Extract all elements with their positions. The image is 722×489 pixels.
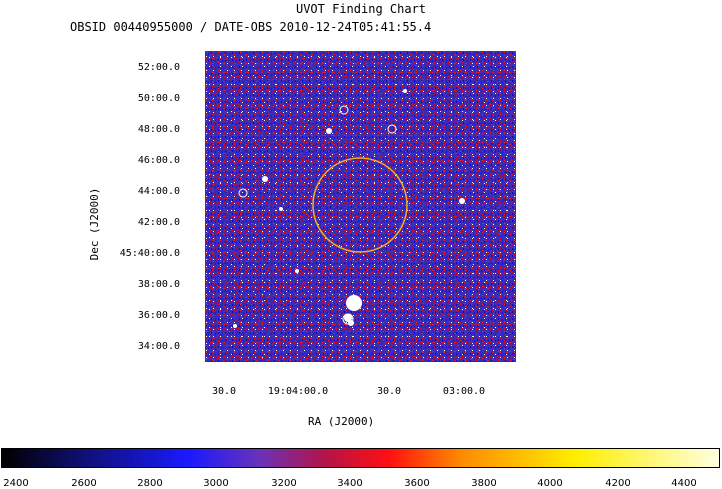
colorbar-label: 2400 bbox=[3, 478, 29, 489]
source-markers bbox=[238, 105, 397, 325]
ra-tick-label: 19:04:00.0 bbox=[267, 386, 329, 397]
colorbar-label: 4000 bbox=[537, 478, 563, 489]
dec-tick-label: 44:00.0 bbox=[137, 186, 180, 197]
colorbar-label: 3600 bbox=[404, 478, 430, 489]
colorbar-label: 2600 bbox=[71, 478, 97, 489]
ra-tick-label: 03:00.0 bbox=[442, 386, 486, 397]
colorbar-label: 3000 bbox=[203, 478, 229, 489]
colorbar-label: 4400 bbox=[671, 478, 697, 489]
dec-tick-label: 36:00.0 bbox=[137, 310, 180, 321]
colorbar-label: 4200 bbox=[605, 478, 631, 489]
colorbar-label: 3800 bbox=[471, 478, 497, 489]
ra-tick-label: 30.0 bbox=[376, 386, 402, 397]
ra-tick-label: 30.0 bbox=[211, 386, 237, 397]
dec-tick-label: 46:00.0 bbox=[137, 155, 180, 166]
sky-image bbox=[205, 51, 516, 362]
chart-title: UVOT Finding Chart bbox=[295, 2, 427, 16]
x-axis-label: RA (J2000) bbox=[308, 415, 375, 428]
noise-overlay bbox=[205, 51, 516, 362]
dec-tick-label: 45:40:00.0 bbox=[119, 248, 180, 259]
dec-tick-label: 52:00.0 bbox=[137, 62, 180, 73]
colorbar-label: 2800 bbox=[137, 478, 163, 489]
colorbar-label: 3400 bbox=[337, 478, 363, 489]
chart-subtitle: OBSID 00440955000 / DATE-OBS 2010-12-24T… bbox=[70, 20, 432, 34]
dec-tick-label: 42:00.0 bbox=[137, 217, 180, 228]
colorbar-label: 3200 bbox=[271, 478, 297, 489]
y-axis-label: Dec (J2000) bbox=[88, 187, 101, 261]
colorbar bbox=[1, 448, 720, 468]
dec-tick-label: 34:00.0 bbox=[137, 341, 180, 352]
dec-tick-label: 50:00.0 bbox=[137, 93, 180, 104]
dec-tick-label: 38:00.0 bbox=[137, 279, 180, 290]
error-circle bbox=[312, 157, 408, 253]
dec-tick-label: 48:00.0 bbox=[137, 124, 180, 135]
